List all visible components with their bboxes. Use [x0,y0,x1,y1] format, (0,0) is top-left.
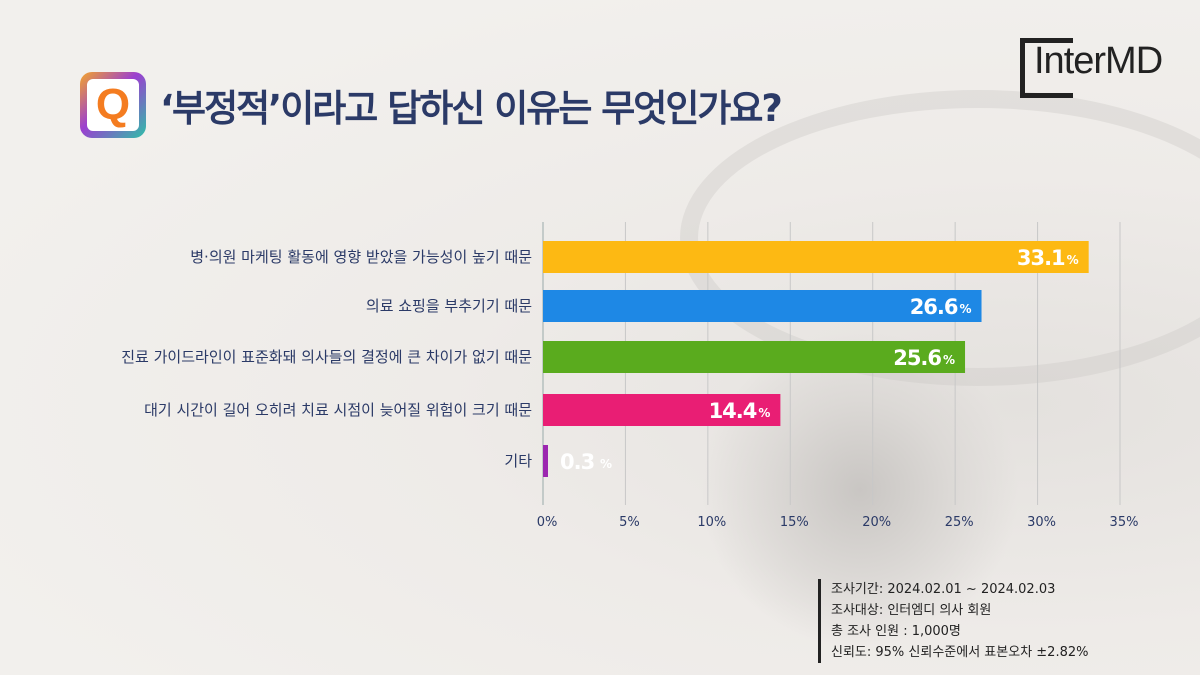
data-label: 14.4 [709,399,757,423]
unit-label: % [959,302,971,316]
page-title: ‘부정적’이라고 답하신 이유는 무엇인가요? [160,87,783,130]
survey-notes: 조사기간: 2024.02.01 ~ 2024.02.03 조사대상: 인터엠디… [818,579,1088,663]
question-icon: Q [80,72,146,138]
category-label: 기타 [504,452,532,470]
bar [543,241,1089,273]
data-label: 26.6 [910,295,958,319]
bar [543,394,781,426]
category-label: 진료 가이드라인이 표준화돼 의사들의 결정에 큰 차이가 없기 때문 [121,348,532,366]
x-tick-label: 5% [619,515,640,530]
unit-label: % [943,353,955,367]
x-tick-label: 10% [697,515,726,530]
category-label: 의료 쇼핑을 부추기기 때문 [366,297,532,315]
x-tick-label: 20% [862,515,891,530]
x-tick-label: 15% [780,515,809,530]
unit-label: % [758,406,770,420]
x-tick-label: 25% [945,515,974,530]
data-label: 33.1 [1017,246,1065,270]
unit-label: % [600,457,612,471]
data-label: 0.3 [560,450,594,474]
x-tick-label: 0% [537,515,558,530]
data-label: 25.6 [893,346,941,370]
bar [543,445,548,477]
x-tick-label: 35% [1110,515,1139,530]
bar [543,341,966,373]
x-tick-label: 30% [1027,515,1056,530]
category-label: 병·의원 마케팅 활동에 영향 받았을 가능성이 높기 때문 [190,248,532,266]
note-confidence: 신뢰도: 95% 신뢰수준에서 표본오차 ±2.82% [831,645,1089,660]
category-label: 대기 시간이 길어 오히려 치료 시점이 늦어질 위험이 크기 때문 [144,401,532,419]
note-count: 총 조사 인원 : 1,000명 [831,624,961,639]
intermd-logo: InterMD [1020,38,1170,98]
note-period: 조사기간: 2024.02.01 ~ 2024.02.03 [831,582,1056,597]
note-target: 조사대상: 인터엠디 의사 회원 [831,603,992,618]
bar [543,290,982,322]
unit-label: % [1067,253,1079,267]
